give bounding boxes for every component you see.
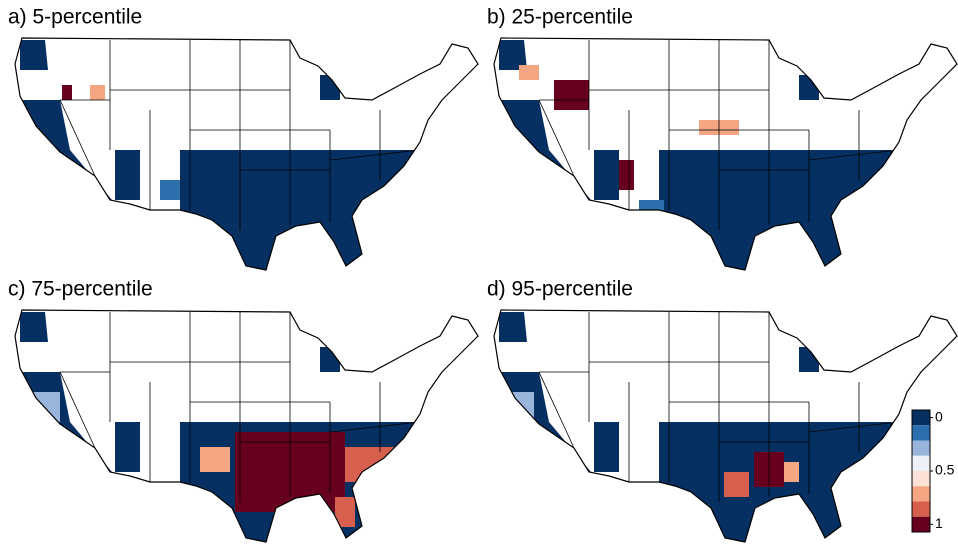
region — [90, 85, 105, 100]
colorbar-tick-label: 0 — [935, 408, 943, 424]
region — [499, 40, 527, 70]
colorbar-segment — [912, 440, 930, 456]
region — [335, 497, 355, 527]
colorbar-segment — [912, 516, 930, 532]
region — [594, 150, 619, 200]
region — [62, 85, 72, 100]
map-panel: b) 25-percentile — [487, 6, 958, 271]
colorbar-tick-label: 1 — [935, 515, 943, 531]
state-borders — [59, 40, 421, 230]
region — [519, 65, 539, 80]
region — [345, 447, 395, 482]
region — [784, 462, 799, 482]
colorbar-segment — [912, 410, 930, 426]
state-borders — [59, 312, 421, 502]
region — [504, 392, 534, 422]
colorbar-segment — [912, 486, 930, 502]
panel-title: b) 25-percentile — [487, 6, 633, 29]
colorbar-segment — [912, 501, 930, 517]
region — [554, 80, 589, 110]
map-panel: c) 75-percentile — [8, 278, 479, 543]
region — [659, 150, 899, 270]
panel-title: d) 95-percentile — [487, 278, 633, 301]
region — [724, 472, 749, 497]
region — [115, 422, 140, 472]
region — [200, 447, 230, 472]
region — [499, 312, 527, 342]
panel-title: a) 5-percentile — [8, 6, 142, 29]
region — [20, 312, 48, 342]
region — [180, 150, 420, 270]
colorbar-tick-label: 0.5 — [935, 462, 955, 478]
colorbar-segment — [912, 471, 930, 487]
state-borders — [538, 312, 900, 502]
colorbar: 00.51 — [911, 408, 955, 533]
map-panel: d) 95-percentile — [487, 278, 958, 543]
region — [639, 200, 664, 225]
panel-title: c) 75-percentile — [8, 278, 153, 301]
colorbar-segment — [912, 455, 930, 471]
region — [594, 422, 619, 472]
region — [20, 40, 48, 70]
map-panel: a) 5-percentile — [8, 6, 479, 271]
region — [619, 160, 634, 190]
colorbar-segment — [912, 425, 930, 441]
state-borders — [538, 40, 900, 230]
region — [115, 150, 140, 200]
region — [160, 180, 180, 200]
